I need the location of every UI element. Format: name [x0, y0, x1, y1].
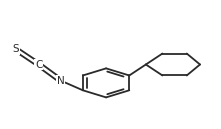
Text: C: C [35, 59, 42, 70]
Text: S: S [12, 44, 19, 54]
Text: N: N [57, 76, 65, 86]
